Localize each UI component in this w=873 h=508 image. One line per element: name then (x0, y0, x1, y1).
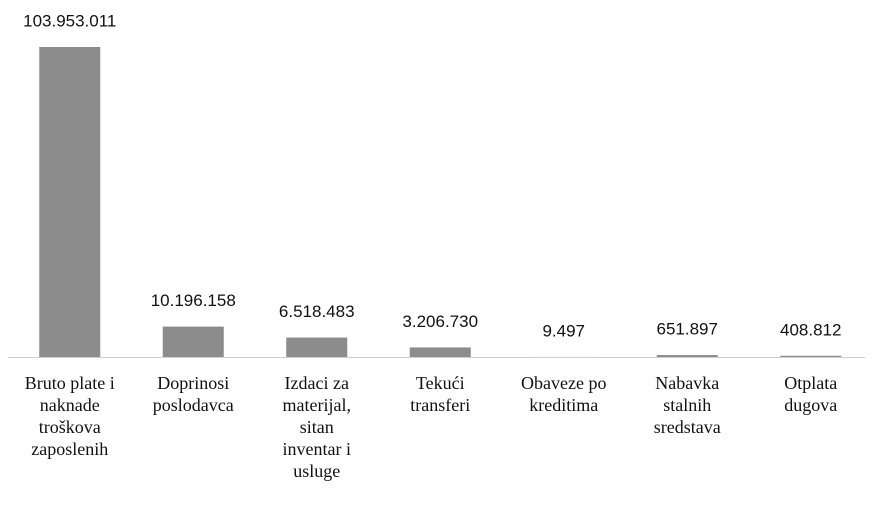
value-label: 103.953.011 (23, 11, 116, 30)
bar (656, 355, 718, 357)
value-label: 651.897 (657, 320, 718, 339)
bar (162, 326, 224, 357)
value-label: 9.497 (542, 321, 585, 340)
category-label: Bruto plate i naknade troškova zaposleni… (24, 373, 115, 459)
value-label: 408.812 (780, 320, 841, 339)
value-label: 10.196.158 (151, 291, 236, 310)
category-label: Izdaci za materijal, sitan inventar i us… (282, 373, 351, 481)
category-label: Nabavka stalnih sredstava (653, 373, 721, 437)
category-label: Obaveze po kreditima (521, 373, 607, 415)
bar (39, 47, 101, 357)
value-label: 6.518.483 (279, 302, 355, 321)
category-label: Otplata dugova (784, 373, 838, 415)
bar (409, 347, 471, 357)
bar (780, 355, 842, 357)
category-label: Doprinosi poslodavca (152, 373, 234, 415)
category-label: Tekući transferi (410, 373, 471, 415)
value-label: 3.206.730 (402, 312, 478, 331)
bar (286, 337, 348, 357)
